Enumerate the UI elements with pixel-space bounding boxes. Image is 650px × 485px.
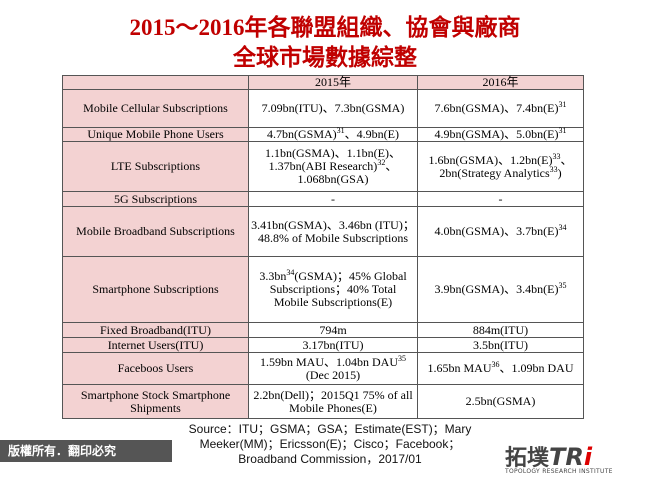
logo-mark: TR [549, 443, 584, 471]
cell-text: 1.6bn(GSMA)、1.2bn(E) [428, 152, 553, 167]
footnote-ref: 31 [558, 126, 567, 135]
table-cell: 1.65bn MAU36、1.09bn DAU [417, 352, 584, 385]
footnote-ref: 35 [398, 353, 406, 363]
cell-text: 3.17bn(ITU) [302, 337, 364, 352]
row-label: Internet Users(ITU) [62, 337, 249, 353]
footnote-ref: 36 [491, 360, 500, 369]
row-label: Mobile Cellular Subscriptions [62, 89, 249, 128]
table-cell: 1.1bn(GSMA)、1.1bn(E)、1.37bn(ABI Research… [248, 141, 418, 192]
table-cell: 3.3bn34(GSMA)；45% Global Subscriptions；4… [248, 256, 418, 323]
row-label: Smartphone Subscriptions [62, 256, 249, 323]
table-cell: 7.6bn(GSMA)、7.4bn(E)31 [417, 89, 584, 128]
cell-text: 2.5bn(GSMA) [465, 394, 536, 408]
table-cell: 7.09bn(ITU)、7.3bn(GSMA) [248, 89, 418, 128]
corner-cell [62, 75, 249, 90]
table-cell: 1.6bn(GSMA)、1.2bn(E)33、2bn(Strategy Anal… [417, 141, 584, 192]
cell-text: 1.65bn MAU [427, 361, 492, 375]
table-row: Smartphone Subscriptions 3.3bn34(GSMA)；45… [62, 256, 584, 323]
cell-text: 、1.068bn(GSA) [297, 159, 398, 186]
footnote-ref: 31 [558, 100, 567, 109]
cell-text: 3.3bn [259, 269, 287, 283]
logo-name: 拓墣 [505, 446, 550, 471]
row-label: Faceboos Users [62, 352, 249, 385]
column-header: 2016年 [417, 75, 584, 90]
table-cell: 4.9bn(GSMA)、5.0bn(E)31 [417, 126, 584, 142]
table-cell: 3.9bn(GSMA)、3.4bn(E)35 [417, 256, 584, 323]
table-cell: 794m [248, 322, 418, 338]
table-row: Fixed Broadband(ITU) 794m 884m(ITU) [62, 322, 584, 338]
cell-text: 4.9bn(GSMA)、5.0bn(E) [434, 127, 559, 141]
row-label: Unique Mobile Phone Users [62, 127, 249, 142]
title-line: 2015～2016年各聯盟組織、協會與廠商 [129, 15, 521, 40]
row-label: 5G Subscriptions [62, 191, 249, 207]
footnote-ref: 33 [552, 151, 561, 161]
cell-text: 3.9bn(GSMA)、3.4bn(E) [434, 282, 559, 296]
row-label: Fixed Broadband(ITU) [62, 322, 249, 338]
table-cell: - [417, 191, 584, 207]
cell-text: 3.41bn(GSMA)、3.46bn (ITU)；48.8% of Mobil… [251, 217, 415, 245]
table-cell: 2.5bn(GSMA) [417, 384, 584, 419]
cell-text: (GSMA)；45% Global Subscriptions；40% Tota… [269, 269, 407, 309]
logo: 拓墣TRi TOPOLOGY RESEARCH INSTITUTE [505, 440, 645, 475]
copyright: 版權所有．翻印必究 [0, 440, 172, 462]
title-line: 全球市場數據綜整 [233, 45, 417, 70]
cell-text: 、4.9bn(E) [344, 127, 399, 141]
cell-text: 1.1bn(GSMA)、1.1bn(E)、1.37bn(ABI Research… [265, 146, 401, 173]
footnote-ref: 33 [549, 164, 558, 174]
cell-text: 884m(ITU) [472, 322, 529, 337]
cell-text: 2.2bn(Dell)；2015Q1 75% of all Mobile Pho… [253, 387, 413, 415]
header-row: 2015年 2016年 [62, 75, 584, 90]
cell-text: 7.09bn(ITU)、7.3bn(GSMA) [261, 101, 405, 115]
row-label: Smartphone Stock Smartphone Shipments [62, 384, 249, 419]
table-cell: 3.17bn(ITU) [248, 337, 418, 353]
table-row: LTE Subscriptions 1.1bn(GSMA)、1.1bn(E)、1.… [62, 141, 584, 192]
cell-text: - [331, 191, 335, 206]
cell-text: 、2bn(Strategy Analytics [439, 152, 573, 180]
cell-text: 7.6bn(GSMA)、7.4bn(E) [434, 101, 559, 115]
row-label: Mobile Broadband Subscriptions [62, 206, 249, 257]
table-cell: 4.7bn(GSMA)31、4.9bn(E) [248, 126, 418, 142]
table-row: Internet Users(ITU) 3.17bn(ITU) 3.5bn(ITU) [62, 337, 584, 353]
cell-text: (Dec 2015) [305, 367, 361, 382]
row-label: LTE Subscriptions [62, 141, 249, 192]
logo-mark: i [583, 443, 593, 471]
table-cell: 3.5bn(ITU) [417, 337, 584, 353]
cell-text: 4.0bn(GSMA)、3.7bn(E) [434, 224, 559, 238]
table-cell: 4.0bn(GSMA)、3.7bn(E)34 [417, 206, 584, 257]
logo-subtitle: TOPOLOGY RESEARCH INSTITUTE [505, 468, 613, 475]
table-cell: 2.2bn(Dell)；2015Q1 75% of all Mobile Pho… [248, 384, 418, 419]
cell-text: - [498, 191, 503, 206]
table-cell: 1.59bn MAU、1.04bn DAU35 (Dec 2015) [248, 352, 418, 385]
data-table: 2015年 2016年 Mobile Cellular Subscription… [62, 75, 584, 419]
table-cell: 3.41bn(GSMA)、3.46bn (ITU)；48.8% of Mobil… [248, 206, 418, 257]
cell-text: 4.7bn(GSMA) [267, 127, 337, 141]
cell-text: ) [557, 165, 562, 180]
table-cell: - [248, 191, 418, 207]
footnote-ref: 31 [336, 126, 345, 135]
footnote-ref: 34 [286, 268, 295, 277]
table-cell: 884m(ITU) [417, 322, 584, 338]
table-row: Unique Mobile Phone Users 4.7bn(GSMA)31、4… [62, 126, 584, 142]
table-row: Smartphone Stock Smartphone Shipments 2.2… [62, 384, 584, 419]
cell-text: 794m [319, 322, 347, 337]
footnote-ref: 34 [558, 223, 567, 232]
table-row: Mobile Cellular Subscriptions 7.09bn(ITU)… [62, 89, 584, 128]
table-row: 5G Subscriptions - - [62, 191, 584, 207]
footnote-ref: 35 [558, 281, 567, 290]
source-note: Source：ITU；GSMA；GSA；Estimate(EST)；Mary M… [188, 422, 472, 466]
cell-text: 1.59bn MAU、1.04bn DAU [259, 354, 398, 369]
column-header: 2015年 [248, 75, 418, 90]
table-row: Mobile Broadband Subscriptions 3.41bn(GSM… [62, 206, 584, 257]
footnote-ref: 32 [377, 158, 386, 167]
table-row: Faceboos Users 1.59bn MAU、1.04bn DAU35 (D… [62, 352, 584, 385]
cell-text: 、1.09bn DAU [499, 361, 574, 375]
cell-text: 3.5bn(ITU) [473, 337, 528, 352]
